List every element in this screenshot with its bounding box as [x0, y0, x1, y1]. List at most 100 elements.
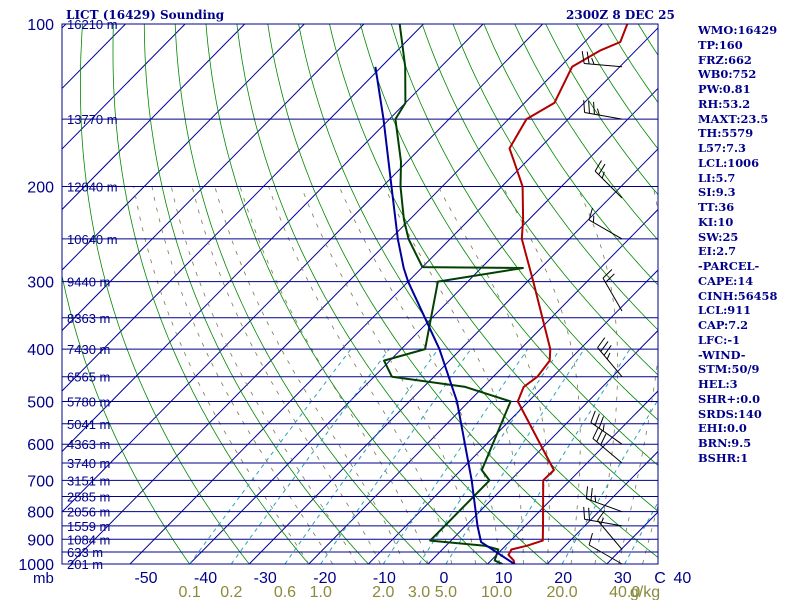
wind-barb-flag — [598, 163, 606, 175]
wind-barb-flag — [594, 160, 602, 172]
wind-barb-staff — [584, 62, 623, 68]
wind-barb-flag — [590, 410, 596, 423]
temperature-tick-label: -10 — [373, 570, 396, 587]
stability-index-item: CAP:7.2 — [698, 318, 749, 332]
series-temperature-line — [507, 24, 629, 564]
pressure-tick-label: 1000 — [18, 557, 54, 574]
wind-barb — [583, 506, 623, 527]
moist-adiabat — [502, 186, 581, 564]
stability-index-item: TT:36 — [698, 200, 735, 214]
stability-index-item: LFC:-1 — [698, 332, 741, 347]
wind-barb-flag — [600, 341, 609, 352]
wind-barb — [585, 486, 623, 513]
height-label: 5780 m — [67, 394, 110, 409]
wind-barb — [583, 100, 623, 120]
wind-barb-flag — [590, 488, 593, 501]
mixing-ratio-tick-label: 1.0 — [310, 584, 332, 600]
isotherm-line — [62, 24, 186, 150]
isotherm-line — [248, 148, 658, 564]
wind-barb-flag — [592, 427, 599, 439]
wind-barb — [592, 427, 623, 464]
wind-barb — [590, 410, 623, 445]
wind-barbs — [581, 51, 623, 565]
height-label: 8363 m — [67, 311, 110, 326]
temperature-tick-label: -20 — [313, 570, 336, 587]
temperature-tick-label: 10 — [495, 570, 513, 587]
wind-barb-flag — [588, 207, 593, 221]
pressure-tick-label: 300 — [27, 275, 54, 292]
series-lines — [374, 24, 629, 564]
height-label: 201 m — [67, 557, 103, 572]
pressure-tick-label: 900 — [27, 532, 54, 549]
wind-barb-flag — [583, 100, 586, 113]
wind-barb — [602, 269, 623, 312]
stability-index-item: STM:50/9 — [698, 362, 760, 377]
mixing-ratio-unit-label: g/kg — [630, 584, 660, 600]
wind-barb-flag — [588, 532, 593, 546]
wind-barb-staff — [597, 520, 623, 550]
stability-index-item: EI:2.7 — [698, 244, 737, 259]
wind-barb-flag — [598, 416, 604, 429]
isotherm-line — [129, 27, 658, 564]
wind-barb-flag — [596, 430, 603, 442]
wind-barb-staff — [584, 111, 623, 120]
wind-barb-flag — [605, 273, 615, 283]
mixing-ratio-tick-label: 0.6 — [274, 584, 296, 600]
stability-index-item: SRDS:140 — [698, 406, 762, 421]
height-label: 9440 m — [67, 275, 110, 290]
moist-adiabat — [300, 186, 477, 564]
height-label: 3151 m — [67, 473, 110, 488]
height-label: 5041 m — [67, 417, 110, 432]
wind-barb-staff — [602, 277, 623, 312]
stability-index-item: BSHR:1 — [698, 450, 749, 465]
stability-index-item: SW:25 — [698, 229, 739, 244]
isotherm-line — [70, 24, 603, 564]
wind-barb-flag — [597, 510, 606, 521]
height-label: 4363 m — [67, 437, 110, 452]
temperature-tick-label: -40 — [194, 570, 217, 587]
temperature-tick-label: 20 — [554, 570, 572, 587]
pressure-tick-label: 500 — [27, 394, 54, 411]
temperature-tick-label: 30 — [614, 570, 632, 587]
stability-index-item: PW:0.81 — [698, 82, 751, 96]
pressure-tick-label: 100 — [27, 17, 54, 34]
mixing-ratio-tick-label: 0.1 — [178, 584, 200, 600]
wind-barb-flag — [588, 100, 591, 114]
wind-barb-flag — [600, 517, 604, 525]
wind-barb-flag — [603, 344, 612, 356]
wind-barb — [588, 207, 623, 240]
stability-index-item: WMO:16429 — [698, 23, 778, 37]
stability-index-item: -PARCEL- — [698, 259, 760, 273]
wind-barb-staff — [597, 347, 623, 378]
height-label: 1084 m — [67, 532, 110, 547]
mixing-ratio-tick-label: 5.0 — [435, 584, 457, 600]
pressure-tick-label: 700 — [27, 473, 54, 490]
stability-index-item: LCL:911 — [698, 303, 752, 318]
wind-barb-flag — [585, 486, 589, 499]
stability-index-item: L57:7.3 — [698, 141, 746, 155]
temperature-tick-label: 0 — [440, 570, 449, 587]
wind-barb-flag — [581, 51, 585, 64]
height-label: 2585 m — [67, 490, 110, 505]
mixing-ratio-tick-label: 0.2 — [220, 584, 242, 600]
moist-adiabat — [437, 186, 550, 564]
isotherm-line — [0, 24, 6, 564]
wind-barb-flag — [597, 337, 606, 348]
isotherm-line — [62, 24, 424, 392]
height-label: 10640 m — [67, 232, 118, 247]
chart-title: LICT (16429) Sounding — [66, 8, 225, 22]
stability-index-item: FRZ:662 — [698, 52, 752, 67]
wind-barb-staff — [592, 438, 623, 464]
mixing-ratio-tick-label: 20.0 — [547, 584, 578, 600]
isotherm-line — [62, 24, 305, 271]
wind-barb-flag — [606, 352, 611, 360]
wind-barb-flag — [586, 51, 590, 64]
stability-index-item: BRN:9.5 — [698, 436, 752, 450]
isotherm-line — [368, 269, 658, 564]
mixing-ratio-tick-label: 40.0 — [609, 584, 640, 600]
wind-barb-flag — [593, 101, 595, 115]
wind-barb-flag — [594, 413, 600, 426]
wind-barb — [597, 510, 623, 550]
